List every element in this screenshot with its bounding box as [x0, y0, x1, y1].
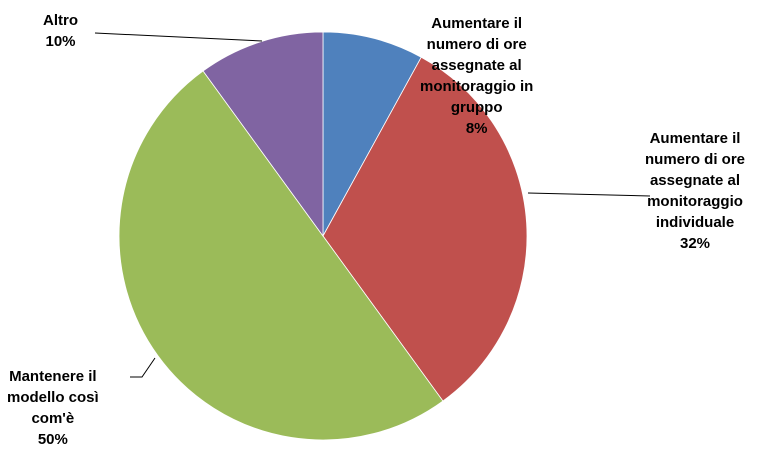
leader-lines	[94, 32, 651, 378]
label-gruppo: Aumentare il numero di ore assegnate al …	[420, 15, 534, 137]
leader-line-altro	[94, 32, 263, 42]
leader-line-individuale	[527, 192, 651, 197]
pie-slices	[118, 31, 528, 441]
label-mantenere: Mantenere il modello così com'è 50%	[7, 368, 99, 448]
percent-altro: 10%	[45, 33, 76, 50]
label-individuale: Aumentare il numero di ore assegnate al …	[645, 130, 746, 252]
label-altro: Altro 10%	[43, 12, 78, 50]
percent-mantenere: 50%	[37, 431, 68, 448]
slice-altro	[202, 31, 324, 238]
percent-individuale: 32%	[679, 235, 711, 252]
percent-gruppo: 8%	[465, 120, 488, 137]
leader-line-mantenere	[130, 357, 156, 378]
slice-mantenere	[118, 70, 444, 441]
slice-gruppo	[322, 31, 422, 237]
slice-individuale	[322, 56, 528, 402]
